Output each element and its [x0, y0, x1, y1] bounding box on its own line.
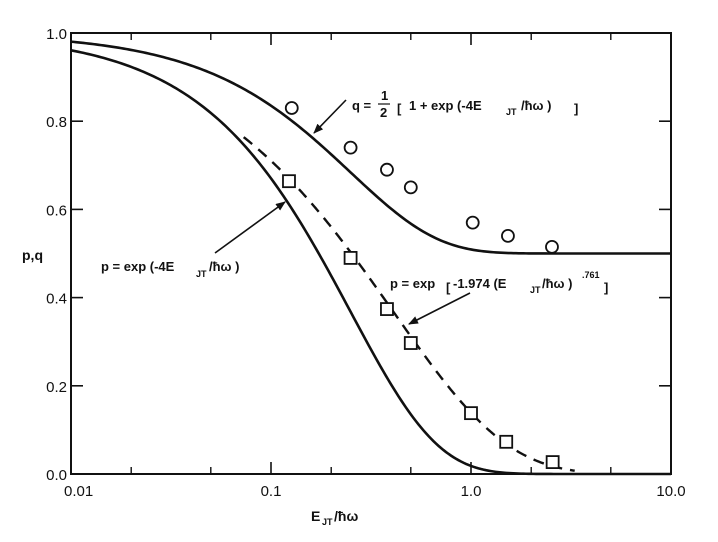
q-data-circles — [284, 101, 559, 254]
q-formula-lhs: q = — [352, 98, 372, 113]
p-fit-formula-body2: -1.974 (E — [453, 276, 507, 291]
p-formula-annotation: p = exp (-4E JT /ħω ) — [101, 259, 239, 279]
q-formula-body1: 1 + exp (-4E — [409, 98, 482, 113]
p-formula-body2: /ħω ) — [209, 259, 239, 274]
p-data-point — [380, 302, 394, 316]
y-tick-label: 0.6 — [46, 202, 67, 219]
q-formula-frac-den: 2 — [380, 105, 387, 120]
q-annotation-arrow — [313, 99, 347, 134]
y-tick-label: 1.0 — [46, 26, 67, 43]
q-formula-sub: JT — [506, 107, 517, 117]
y-tick-label: 0.8 — [46, 114, 67, 131]
p-formula-sub: JT — [196, 269, 207, 279]
p-fit-formula-open-bracket: [ — [446, 280, 451, 295]
p-curve — [70, 49, 671, 476]
x-axis-title-rest: /ħω — [334, 508, 358, 524]
q-data-point — [380, 162, 394, 177]
x-tick-label: 0.1 — [261, 483, 282, 500]
p-data-squares — [282, 174, 560, 469]
p-fit-formula-body1: p = exp — [390, 276, 435, 291]
q-formula-frac-num: 1 — [381, 88, 388, 103]
x-tick-label: 1.0 — [461, 483, 482, 500]
p-annotation-arrow — [214, 201, 286, 254]
p-formula-body1: p = exp (-4E — [101, 259, 175, 274]
q-data-point — [465, 215, 480, 230]
q-data-point — [501, 228, 515, 243]
p-data-point — [343, 251, 358, 265]
x-axis-title-main: E — [311, 508, 320, 524]
p-fit-formula-close-bracket: ] — [604, 280, 608, 295]
p-fit-annotation-arrow — [408, 292, 471, 325]
y-axis-tick-labels: 0.0 0.2 0.4 0.6 0.8 1.0 — [46, 26, 67, 484]
y-tick-label: 0.2 — [46, 379, 67, 396]
q-data-point — [403, 180, 418, 195]
q-formula-body2: /ħω ) — [521, 98, 551, 113]
q-formula-open-bracket: [ — [397, 101, 402, 116]
p-data-point — [282, 174, 296, 189]
p-data-point — [403, 336, 418, 350]
p-fit-formula-annotation: p = exp [ -1.974 (E JT /ħω ) .761 ] — [390, 270, 608, 295]
p-data-point — [464, 406, 478, 421]
x-axis-title: E JT /ħω — [311, 508, 358, 527]
y-tick-label: 0.4 — [46, 291, 67, 308]
p-fit-formula-body3: /ħω ) — [542, 276, 572, 291]
x-axis-title-sub: JT — [322, 517, 333, 527]
q-formula-close-bracket: ] — [574, 101, 578, 116]
p-fit-formula-sub: JT — [530, 285, 541, 295]
q-data-point — [343, 140, 358, 155]
p-data-point — [545, 455, 560, 469]
q-curve — [70, 40, 671, 255]
y-axis-ticks — [71, 120, 671, 387]
x-axis-tick-labels: 0.01 0.1 1.0 10.0 — [64, 483, 686, 500]
p-fit-dashed-curve — [242, 136, 575, 472]
q-data-point — [545, 239, 559, 254]
q-data-point — [284, 101, 299, 115]
q-formula-annotation: q = 1 2 [ 1 + exp (-4E JT /ħω ) ] — [352, 88, 578, 120]
p-fit-formula-exponent: .761 — [582, 270, 600, 280]
y-axis-title: p,q — [22, 247, 43, 263]
x-tick-label: 10.0 — [656, 483, 685, 500]
x-tick-label: 0.01 — [64, 483, 93, 500]
y-tick-label: 0.0 — [46, 467, 67, 484]
p-data-point — [499, 434, 514, 449]
